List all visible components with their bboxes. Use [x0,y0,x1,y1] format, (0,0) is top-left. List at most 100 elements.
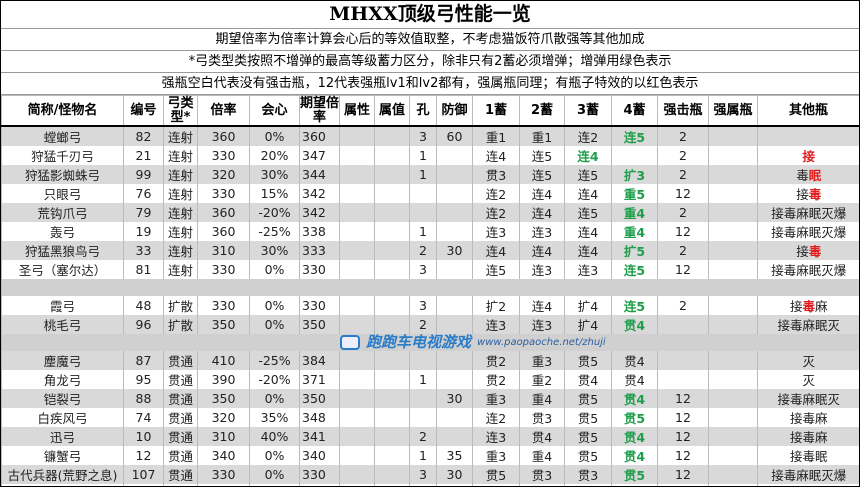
cell-13: 扩3 [611,165,658,184]
cell-3: 350 [197,389,250,408]
cell-11: 连3 [519,222,565,241]
cell-8: 2 [409,427,437,446]
cell-10: 连4 [472,241,520,260]
cell-4: -20% [249,370,300,389]
table-row: 霞弓 48 扩散 330 0% 330 3 扩2 连4 扩4 连5 2 接毒麻 [1,296,859,315]
cell-14: 2 [657,146,709,165]
cell-15 [708,427,758,446]
cell-15 [708,351,758,370]
cell-5: 330 [299,296,340,315]
cell-10: 连3 [472,427,520,446]
cell-5: 360 [299,126,340,146]
bottle-text: 接毒眠 [789,449,828,464]
other-bottles-cell: 接毒麻 [757,296,859,315]
bottle-text: 接毒麻 [789,430,828,445]
cell-10: 连3 [472,315,520,334]
other-bottles-cell: 接毒麻眠灭 [757,389,859,408]
separator-row [1,279,859,296]
other-bottles-cell: 毒 [757,484,859,486]
cell-5: 342 [299,203,340,222]
watermark: 跑跑车电视游戏 www.paopaoche.net/zhuji [340,334,606,351]
cell-0: 螳螂弓 [1,126,124,146]
cell-11: 贯4 [519,427,565,446]
cell-4: -20% [249,203,300,222]
cell-6 [339,184,375,203]
cell-14 [657,315,709,334]
cell-10: 连2 [472,203,520,222]
column-header: 会心 [249,95,300,127]
other-bottles-cell: 接毒麻眠灭爆 [757,203,859,222]
cell-14: 12 [657,389,709,408]
page-title: MHXX顶级弓性能一览 [1,1,859,29]
cell-1: 10 [123,427,164,446]
bottle-text: 灭 [802,373,815,388]
cell-4: 20% [249,146,300,165]
cell-8: 2 [409,241,437,260]
table-row: 白疾风弓 74 贯通 320 35% 348 连2 贯3 贯5 贯5 12 接毒麻 [1,408,859,427]
cell-4: 30% [249,165,300,184]
cell-12: 贯5 [564,446,612,465]
cell-4: 0% [249,315,300,334]
cell-13: 贯4 [611,315,658,334]
cell-8 [409,203,437,222]
table-row: 镰蟹弓 12 贯通 340 0% 340 1 35 重3 重4 贯5 贯4 12 接毒眠 [1,446,859,465]
cell-10: 扩2 [472,296,520,315]
cell-11: 连4 [519,203,565,222]
column-header: 编号 [123,95,164,127]
cell-0: 古代兵器(荒野之息) [1,465,124,484]
cell-15 [708,260,758,279]
bow-table: 简称/怪物名 编号 弓类型* 倍率 会心 期望倍率 属性 属值孔防御 1蓄 2蓄 3蓄 4蓄 强击瓶 强属… [1,95,859,486]
cell-1: 107 [123,465,164,484]
cell-13: 贯5 [611,465,658,484]
cell-12: 贯5 [564,484,612,486]
cell-7 [374,465,410,484]
bottle-text: 接毒麻眠灭 [777,392,840,407]
table-row: 轰弓 19 连射 360 -25% 338 1 连3 连3 连4 重4 12 接毒麻眠灭爆 [1,222,859,241]
cell-2: 连射 [163,222,198,241]
cell-6 [339,427,375,446]
cell-9 [436,427,473,446]
cell-9 [436,408,473,427]
column-header: 防御 [436,95,473,127]
cell-10: 连5 [472,260,520,279]
cell-5: 340 [299,446,340,465]
cell-9 [436,315,473,334]
cell-2: 贯通 [163,389,198,408]
other-bottles-cell: 接毒麻眠灭爆 [757,222,859,241]
cell-8 [409,351,437,370]
cell-9: 30 [436,241,473,260]
cell-6 [339,370,375,389]
cell-4: 30% [249,241,300,260]
cell-8: 2 [409,315,437,334]
cell-2: 贯通 [163,351,198,370]
cell-5: 342 [299,184,340,203]
cell-4: 35% [249,408,300,427]
cell-12: 贯4 [564,370,612,389]
cell-5: 344 [299,165,340,184]
cell-7 [374,351,410,370]
cell-9 [436,296,473,315]
cell-1: 82 [123,126,164,146]
cell-14: 2 [657,241,709,260]
cell-2: 贯通 [163,446,198,465]
cell-2: 连射 [163,146,198,165]
note-3: 强瓶空白代表没有强击瓶，12代表强瓶lv1和lv2都有，强属瓶同理；有瓶子特效的… [1,73,859,95]
cell-4: -25% [249,222,300,241]
cell-0: 只眼弓 [1,184,124,203]
cell-8: 3 [409,260,437,279]
cell-9 [436,260,473,279]
cell-5: 330 [299,260,340,279]
cell-11: 连4 [519,241,565,260]
cell-6 [339,260,375,279]
cell-10: 贯2 [472,370,520,389]
bottle-text: 麻 [815,299,828,314]
cell-2: 连射 [163,184,198,203]
cell-0: 狩猛千刃弓 [1,146,124,165]
cell-15 [708,465,758,484]
cell-7 [374,241,410,260]
cell-4: -25% [249,351,300,370]
cell-7 [374,315,410,334]
separator-row: 跑跑车电视游戏 www.paopaoche.net/zhuji [1,334,859,351]
cell-3: 310 [197,241,250,260]
column-header: 强击瓶 [657,95,709,127]
